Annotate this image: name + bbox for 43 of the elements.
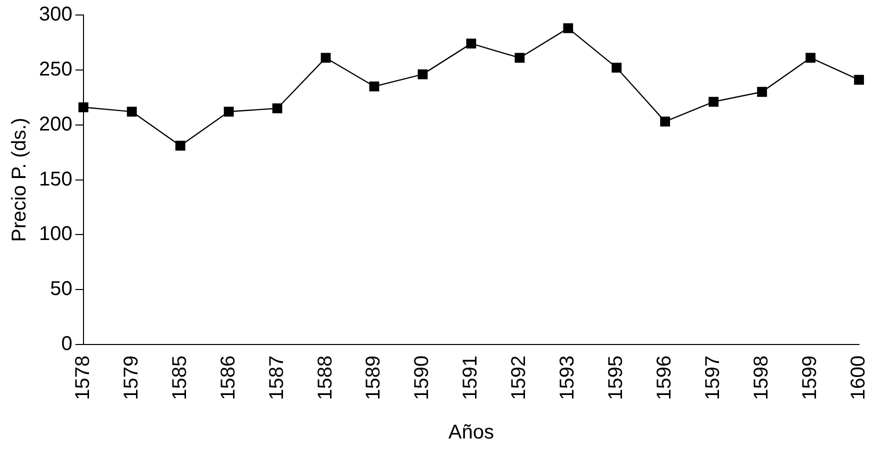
y-tick-label: 150: [38, 168, 72, 190]
x-tick-label: 1596: [654, 356, 676, 400]
x-axis-title: Años: [448, 422, 494, 444]
point: [708, 96, 719, 107]
x-tick-label: 1599: [799, 356, 822, 400]
x-tick-label: 1578: [72, 356, 94, 400]
point: [806, 52, 816, 63]
x-tick-label: 1597: [702, 356, 724, 400]
point: [78, 102, 88, 112]
point: [466, 38, 476, 49]
point: [126, 106, 137, 117]
x-tick-label: 1593: [556, 356, 579, 400]
x-tick-label: 1589: [362, 356, 385, 400]
x-tick-label: 1586: [217, 356, 240, 400]
point: [320, 52, 331, 63]
point: [854, 74, 864, 85]
y-tick-label: 100: [38, 223, 72, 246]
point: [563, 23, 574, 34]
point: [514, 52, 525, 63]
point: [175, 140, 186, 151]
y-tick-label: 50: [50, 278, 72, 300]
x-tick-label: 1585: [168, 356, 191, 400]
x-tick-label: 1587: [266, 356, 288, 400]
point: [369, 81, 380, 92]
y-tick-label: 200: [38, 113, 72, 136]
x-tick-label: 1595: [605, 356, 628, 400]
point: [418, 69, 428, 80]
y-tick-label: 250: [38, 58, 72, 80]
y-tick-label: 0: [61, 333, 72, 356]
point: [272, 103, 282, 114]
x-tick-label: 1592: [508, 356, 530, 400]
x-tick-label: 1590: [411, 356, 434, 400]
point: [660, 116, 670, 126]
x-tick-label: 1588: [314, 356, 336, 400]
y-axis-title: Precio P. (ds.): [8, 118, 31, 242]
point: [757, 86, 767, 97]
x-tick-label: 1591: [460, 356, 482, 400]
x-tick-label: 1600: [848, 356, 870, 400]
x-tick-label: 1579: [120, 356, 142, 400]
x-tick-label: 1598: [750, 356, 773, 400]
point: [224, 106, 234, 117]
y-tick-label: 300: [38, 4, 72, 26]
point: [612, 62, 622, 73]
